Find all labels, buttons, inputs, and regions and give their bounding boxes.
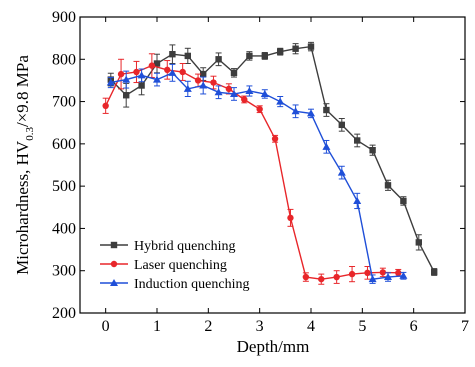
data-point [354,137,361,144]
y-axis-label-sub: 0.3 [24,127,36,141]
data-point [333,273,340,281]
legend-marker [110,241,118,249]
legend: Hybrid quenching Laser quenching Induction… [100,239,249,292]
data-point [260,89,269,97]
data-point [277,48,284,55]
x-axis-label: Depth/mm [237,337,310,356]
legend-label: Induction quenching [134,277,249,292]
data-point [323,106,330,114]
data-point [245,87,254,94]
x-tick-label: 6 [410,318,418,335]
data-point [379,269,387,276]
data-point [230,89,238,97]
y-tick-label: 400 [52,220,76,237]
data-point [215,56,222,63]
data-point [183,84,192,92]
data-point [271,135,279,142]
plot-frame [79,16,466,314]
data-point [138,82,145,89]
data-point [337,168,346,176]
data-point [307,43,315,50]
data-point [153,75,161,83]
data-point [276,97,285,105]
data-point [400,197,407,205]
data-point [210,79,217,86]
y-axis-label-tail: /×9.8 MPa [13,55,32,127]
data-point [395,269,402,277]
data-point [153,60,161,67]
legend-marker [110,260,118,268]
data-point [117,70,125,78]
y-tick-label: 800 [52,51,76,68]
data-point [431,268,438,276]
x-tick-label: 2 [204,318,212,335]
data-point [287,214,294,222]
y-tick-label: 900 [52,9,76,26]
series-triangle [106,63,408,284]
y-axis-label-main: Microhardness, HV [13,140,32,275]
data-point [368,275,377,283]
data-point [184,52,191,60]
x-tick-label: 5 [358,318,366,335]
data-point [225,85,233,93]
data-point [214,88,223,96]
data-point [307,109,315,117]
ticks-layer: 0 1 2 3 4 5 6 7 200 300 400 500 600 700 800 900 [52,9,469,335]
data-point [261,52,268,60]
series-layer [102,41,438,285]
data-point [318,275,325,283]
data-point [123,92,130,99]
data-point [148,62,156,69]
data-point [169,51,176,58]
data-point [291,107,300,115]
data-point [246,52,253,60]
data-point [137,71,146,79]
x-tick-label: 1 [153,318,161,335]
y-tick-label: 200 [52,305,76,322]
y-tick-label: 500 [52,178,76,195]
data-point [384,182,392,189]
y-tick-label: 300 [52,263,76,280]
data-point [415,239,422,246]
data-point [302,273,310,281]
x-tick-label: 3 [256,318,264,335]
data-point [164,66,171,74]
data-point [348,270,356,278]
data-point [399,271,408,279]
data-point [179,68,186,76]
series-square [107,41,438,276]
data-point [384,273,392,281]
y-tick-label: 600 [52,136,76,153]
legend-marker [110,279,118,286]
data-point [338,121,345,129]
series-line [110,45,435,273]
data-point [168,68,177,76]
data-point [256,105,263,113]
legend-label: Hybrid quenching [134,239,235,254]
data-point [122,75,131,83]
series-line [110,71,404,280]
data-point [133,68,140,76]
series-circle [102,53,402,285]
data-point [230,69,238,77]
data-point [322,142,331,150]
data-point [353,196,362,204]
x-tick-label: 0 [102,318,110,335]
data-point [292,45,299,52]
data-point [102,102,109,110]
data-point [200,70,207,78]
legend-label: Laser quenching [134,258,227,273]
data-point [106,78,115,86]
data-point [199,81,208,89]
y-tick-label: 700 [52,94,76,111]
data-point [364,269,371,277]
data-point [369,147,376,154]
x-tick-label: 4 [307,318,315,335]
y-axis-label: Microhardness, HV0.3/×9.8 MPa [13,55,36,275]
data-point [241,96,248,103]
data-point [194,77,202,84]
x-tick-label: 7 [461,318,469,335]
